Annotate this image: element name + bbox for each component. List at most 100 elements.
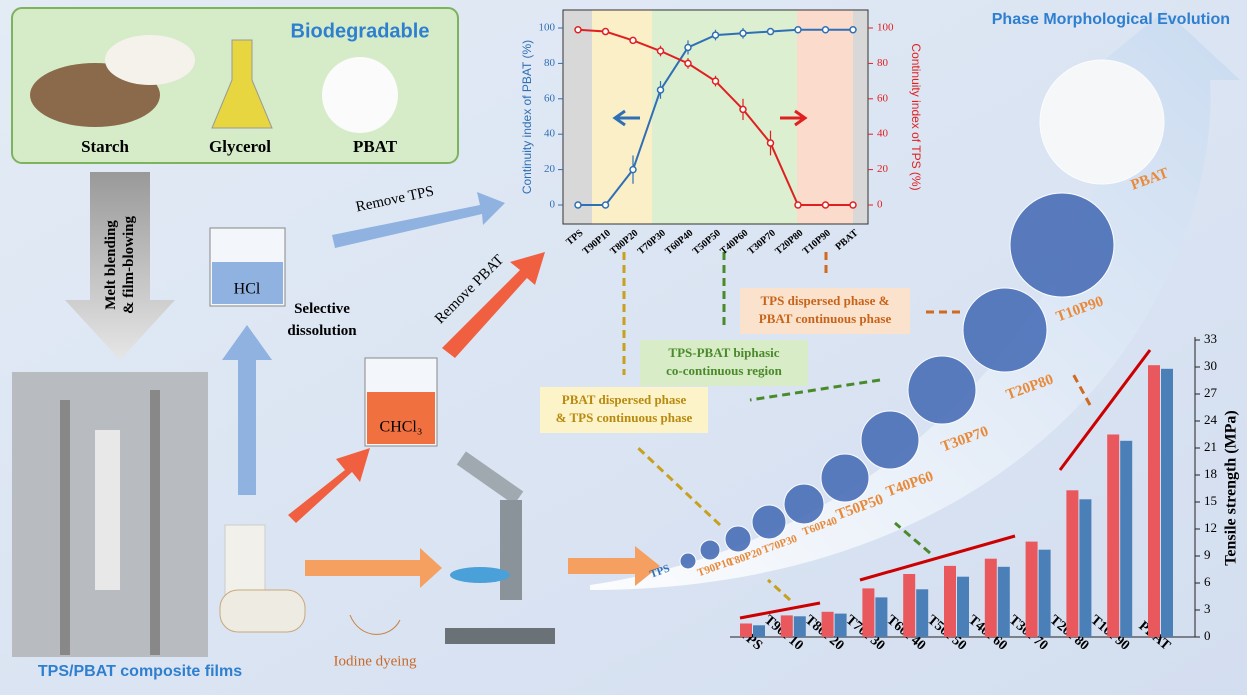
axis-arrow <box>612 109 640 127</box>
bar <box>1161 368 1173 637</box>
y-tick-label: 80 <box>544 57 556 69</box>
bar <box>821 611 834 637</box>
text-line: & TPS continuous phase <box>556 410 693 425</box>
axis-arrow <box>780 109 808 127</box>
machine-frame <box>150 390 160 655</box>
y-tick-label: 27 <box>1204 385 1218 400</box>
y-tick-label: 100 <box>539 22 556 34</box>
machine-frame <box>60 400 70 655</box>
bar <box>916 589 929 637</box>
y-tick-label: 0 <box>550 199 556 211</box>
dashed-arrow <box>749 378 881 402</box>
dashed-arrow <box>766 578 792 602</box>
point <box>601 201 610 209</box>
bar <box>944 565 956 637</box>
y-tick-label: 20 <box>544 163 556 175</box>
starch-label: Starch <box>81 137 129 156</box>
point <box>684 43 692 52</box>
dashed-arrows <box>622 252 1092 602</box>
point <box>766 27 775 36</box>
y-tick-label: 12 <box>1204 520 1217 535</box>
down-arrow <box>65 172 175 360</box>
arrow-chcl3 <box>288 448 370 523</box>
dashed-arrow <box>894 521 931 555</box>
microscope <box>500 500 522 600</box>
trend-arrow <box>1058 349 1152 471</box>
morphology-disc <box>860 410 920 470</box>
point <box>656 86 665 94</box>
y2-tick-label: 0 <box>877 199 883 211</box>
morphology-disc <box>751 504 787 540</box>
note-box <box>740 288 910 334</box>
point <box>794 201 802 209</box>
text-line: PBAT continuous phase <box>759 311 892 326</box>
dissolution-label: Selective dissolution <box>287 301 357 339</box>
film-roll <box>224 524 266 601</box>
dashed-arrow <box>633 443 722 527</box>
y-tick-label: 21 <box>1204 439 1217 454</box>
bar <box>753 625 765 637</box>
morphology-disc <box>783 483 825 525</box>
film-bubble <box>95 430 120 590</box>
microscope <box>445 628 555 644</box>
trend-arrow <box>859 534 1016 582</box>
bar <box>1107 434 1120 637</box>
morphology-disc <box>699 539 721 561</box>
morphology-disc <box>724 525 752 553</box>
continuity-chart: 0 20 40 60 80 100 0 20 40 60 80 100 Continuity index… <box>520 9 923 257</box>
chcl3-label: CHCl₃ <box>380 419 423 436</box>
arrow-up <box>222 325 272 495</box>
y-tick-label: 15 <box>1204 493 1217 508</box>
iodine-label: Iodine dyeing <box>334 653 417 669</box>
arrow-observe <box>568 546 660 586</box>
glycerol-label: Glycerol <box>209 137 271 156</box>
region <box>652 10 797 224</box>
point <box>711 77 720 85</box>
point <box>574 26 582 34</box>
y-tick-label: 24 <box>1204 412 1218 427</box>
bar <box>793 616 806 637</box>
point <box>766 139 775 147</box>
note-box <box>640 340 808 386</box>
trend-arrow <box>739 601 821 620</box>
arrow-remove-pbat <box>442 252 545 358</box>
y-tick-label: 33 <box>1204 331 1217 346</box>
region <box>797 10 853 224</box>
point <box>821 201 830 209</box>
y2-tick-label: 40 <box>877 128 889 140</box>
y-tick-label: 60 <box>544 92 556 104</box>
arrow-remove-tps <box>332 192 505 248</box>
bar <box>1025 541 1038 637</box>
point <box>849 26 857 34</box>
morphology-disc <box>962 287 1048 373</box>
text-line: PBAT dispersed phase <box>562 392 687 407</box>
y-axis-label: Tensile strength (MPa) <box>1223 410 1240 566</box>
dashed-arrow <box>1070 371 1092 406</box>
text-line: Selective <box>294 301 350 317</box>
bar <box>903 574 916 637</box>
y-tick-label: 18 <box>1204 466 1217 481</box>
bar <box>1079 499 1092 637</box>
beaker-liquid <box>367 392 435 444</box>
bar <box>997 566 1010 637</box>
y2-tick-label: 80 <box>877 57 889 69</box>
biphasic-note: TPS-PBAT biphasic co-continuous region <box>666 345 782 378</box>
bar <box>957 576 969 637</box>
pbat-label: PBAT <box>353 137 398 156</box>
point <box>629 165 637 174</box>
dyeing-sketch <box>349 614 401 635</box>
point <box>739 29 747 38</box>
point <box>849 201 857 209</box>
trend-arrows <box>739 349 1152 620</box>
point <box>794 26 802 34</box>
region <box>563 10 592 224</box>
note-box <box>540 387 708 433</box>
point <box>739 105 747 114</box>
bar <box>984 558 997 637</box>
text-line: TPS dispersed phase & <box>761 293 890 308</box>
glycerol-flask <box>211 39 273 129</box>
y2-tick-label: 20 <box>877 163 889 175</box>
bar <box>1038 549 1051 637</box>
point <box>821 26 830 34</box>
